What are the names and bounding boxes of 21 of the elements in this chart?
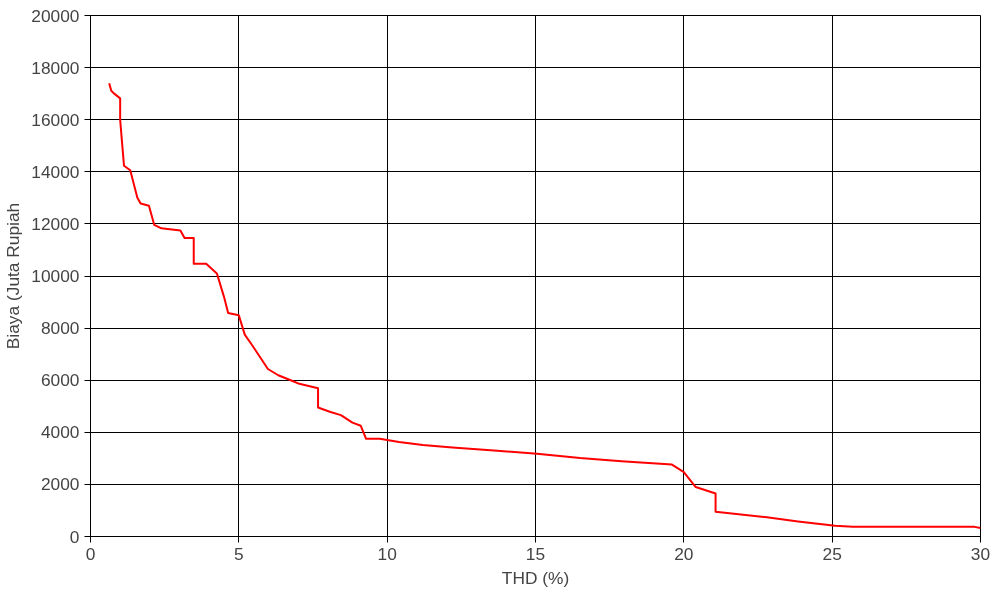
y-tick-label: 0: [69, 526, 80, 547]
x-tick-label: 5: [234, 543, 244, 564]
x-tick-label: 0: [85, 543, 96, 564]
y-tick-label: 10000: [31, 266, 80, 286]
y-tick-label: 20000: [31, 5, 80, 26]
x-tick-label: 10: [377, 543, 397, 564]
x-tick-label: 15: [525, 543, 546, 564]
y-tick-label: 12000: [31, 213, 80, 234]
y-tick-label: 6000: [40, 370, 80, 391]
line-series: [108, 82, 981, 529]
y-tick-label: 14000: [31, 161, 80, 182]
y-axis-title: Biaya (Juta Rupiah: [3, 202, 24, 350]
y-tick-label: 16000: [31, 109, 80, 130]
x-tick-label: 25: [822, 543, 842, 564]
x-tick-label: 20: [674, 543, 694, 564]
y-tick-label: 8000: [40, 318, 80, 339]
x-axis-title: THD (%): [501, 567, 570, 588]
x-tick-label: 30: [970, 543, 991, 564]
y-tick-label: 2000: [40, 474, 80, 495]
y-tick-label: 18000: [31, 57, 80, 78]
y-tick-label: 4000: [40, 422, 80, 443]
